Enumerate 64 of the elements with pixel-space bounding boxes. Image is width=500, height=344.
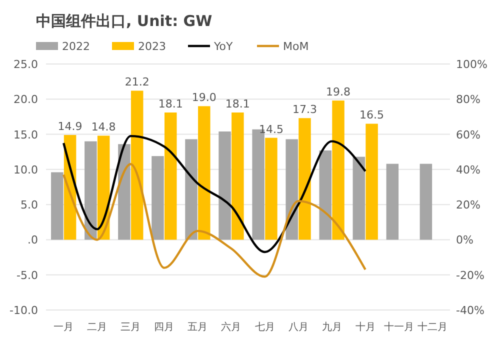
y2-tick-label: 20%: [456, 198, 480, 212]
x-tick-label: 十一月: [384, 321, 414, 333]
bar: [198, 106, 210, 240]
x-tick-label: 八月: [288, 322, 308, 333]
bar: [420, 164, 432, 240]
bar: [366, 124, 378, 240]
y2-tick-label: -20%: [456, 268, 484, 282]
bar: [130, 90, 144, 240]
bar: [286, 139, 298, 240]
bar: [298, 118, 311, 240]
x-tick-label: 十二月: [417, 321, 448, 333]
data-label: 17.3: [292, 103, 317, 116]
data-label: 19.0: [192, 91, 216, 104]
x-tick-label: 七月: [254, 321, 275, 333]
y-tick-label: 20.0: [14, 93, 38, 106]
y2-tick-label: 40%: [456, 163, 480, 176]
x-tick-label: 一月: [54, 322, 74, 333]
data-label: 14.8: [91, 120, 116, 134]
data-label: 16.5: [360, 108, 384, 122]
data-label: 14.9: [58, 120, 82, 133]
bar: [332, 100, 344, 240]
legend-label: 2022: [62, 40, 90, 53]
y-tick-label: .0: [28, 234, 38, 247]
bar: [319, 150, 332, 240]
bar: [352, 156, 366, 240]
chart-title: 中国组件出口, Unit: GW: [36, 12, 213, 30]
x-tick-label: 九月: [322, 321, 342, 333]
y-tick-label: 25.0: [14, 58, 38, 71]
bar: [185, 139, 198, 240]
bar: [218, 131, 231, 240]
data-label: 18.1: [225, 97, 250, 110]
y2-tick-label: 60%: [456, 128, 480, 142]
data-label: 19.8: [326, 86, 351, 99]
x-tick-label: 十月: [355, 321, 376, 333]
y-tick-label: 5.0: [20, 198, 38, 212]
x-tick-label: 二月: [87, 322, 108, 333]
bar: [164, 112, 177, 240]
legend-label: MoM: [283, 40, 309, 53]
bar: [51, 172, 64, 240]
y-tick-label: -5.0: [16, 268, 38, 282]
x-tick-label: 三月: [120, 322, 141, 333]
data-label: 18.1: [158, 97, 183, 110]
bar: [265, 138, 278, 240]
y-tick-label: 15.0: [14, 128, 38, 142]
y2-tick-label: -40%: [456, 304, 484, 317]
data-label: 21.2: [124, 76, 150, 89]
bar: [118, 144, 130, 240]
y-tick-label: 10.0: [14, 163, 38, 176]
y2-tick-label: 0%: [456, 234, 474, 247]
x-tick-label: 四月: [154, 322, 174, 333]
x-tick-label: 六月: [221, 321, 242, 333]
y-tick-label: -10.0: [10, 304, 38, 317]
x-tick-label: 五月: [188, 322, 208, 333]
legend-label: YoY: [213, 40, 233, 53]
data-label: 14.5: [258, 122, 284, 136]
y2-tick-label: 100%: [456, 58, 488, 71]
line-series: [62, 134, 366, 254]
y2-tick-label: 80%: [456, 93, 480, 106]
bar: [232, 112, 244, 240]
bar: [84, 141, 97, 240]
bar: [152, 156, 164, 240]
line-series: [62, 163, 366, 278]
legend-label: 2023: [138, 40, 166, 53]
bar: [386, 164, 399, 240]
